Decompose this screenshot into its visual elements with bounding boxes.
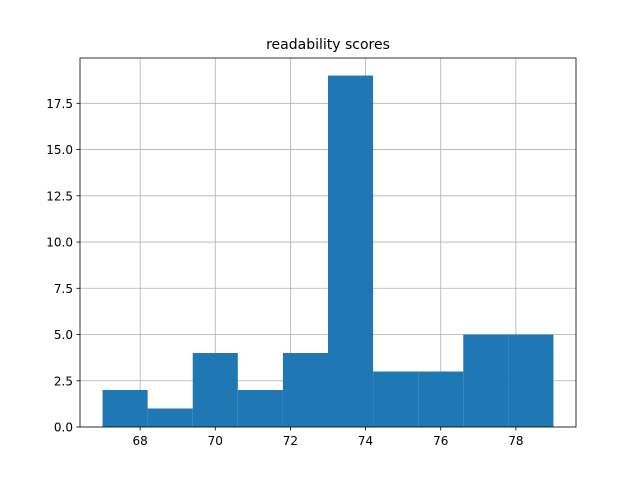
- x-tick-label: 74: [358, 434, 373, 448]
- chart-title: readability scores: [266, 37, 390, 53]
- y-tick-label: 2.5: [54, 374, 73, 388]
- histogram-bar-6: [328, 75, 374, 428]
- histogram-bar-10: [508, 334, 554, 427]
- y-tick-label: 7.5: [54, 282, 73, 296]
- histogram-bars: [102, 75, 554, 428]
- histogram-bar-4: [237, 390, 283, 427]
- x-tick-label: 78: [508, 434, 523, 448]
- y-tick-label: 17.5: [46, 97, 73, 111]
- plot-frame: [79, 57, 577, 428]
- axis-ticks: 68 70 72 74 76 78 0.0 2.5 5.0 7.5 10.0 12.5 15.0 17.5: [46, 97, 523, 448]
- x-tick-label: 76: [433, 434, 448, 448]
- y-tick-label: 15.0: [46, 143, 73, 157]
- histogram-bar-7: [373, 371, 419, 427]
- y-tick-label: 0.0: [54, 421, 73, 435]
- y-tick-label: 5.0: [54, 328, 73, 342]
- histogram-bar-5: [282, 353, 328, 427]
- histogram-bar-9: [463, 334, 509, 427]
- y-tick-label: 10.0: [46, 236, 73, 250]
- histogram-bar-3: [192, 353, 238, 427]
- x-tick-label: 68: [132, 434, 147, 448]
- y-tick-label: 12.5: [46, 189, 73, 203]
- histogram-bar-2: [147, 408, 193, 427]
- x-tick-label: 72: [283, 434, 298, 448]
- axes-frame: [79, 57, 577, 428]
- histogram-bar-8: [418, 371, 464, 427]
- x-tick-label: 70: [208, 434, 223, 448]
- histogram-bar-1: [102, 390, 148, 427]
